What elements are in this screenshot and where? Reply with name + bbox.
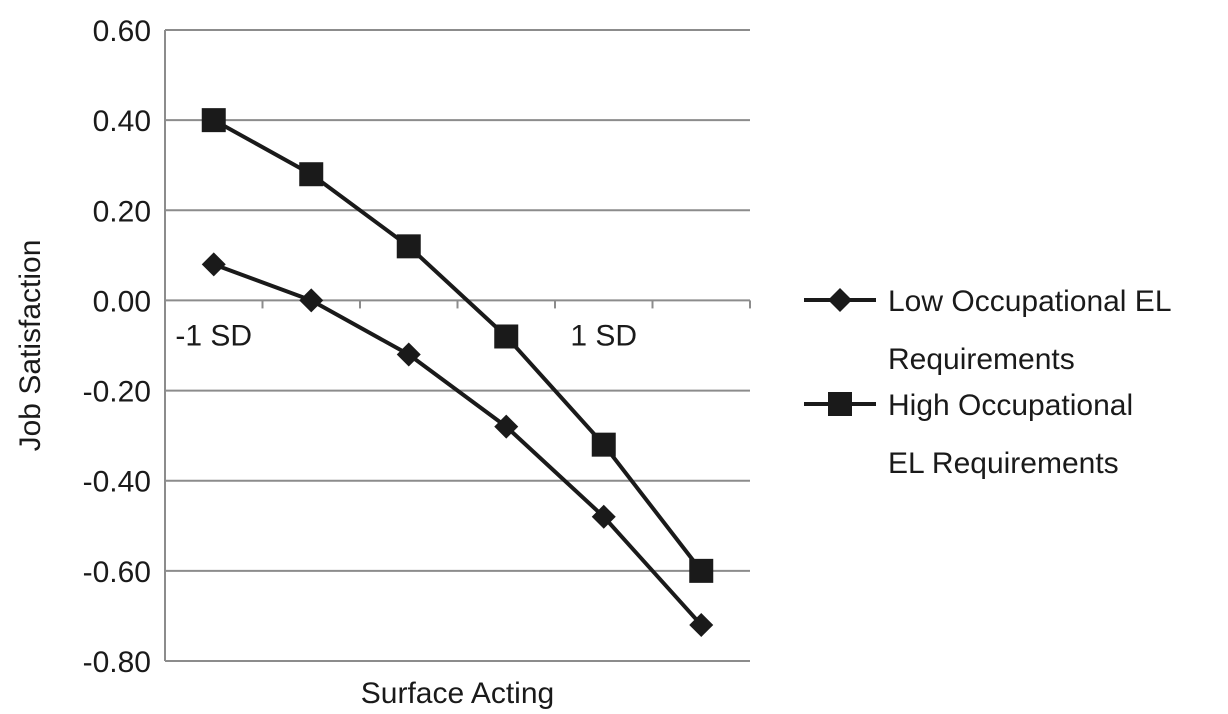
y-tick-label: -0.60 — [83, 556, 151, 589]
series-layer — [201, 108, 714, 637]
data-point-square — [201, 108, 226, 133]
series-low — [201, 252, 714, 637]
legend-label: Low Occupational EL — [888, 285, 1172, 318]
legend-item: Low Occupational EL Requirements — [804, 285, 1172, 376]
data-point-diamond — [201, 252, 226, 277]
y-tick-label: -0.40 — [83, 466, 151, 499]
series-line — [212, 118, 703, 573]
data-point-square — [591, 432, 616, 457]
data-point-square — [299, 162, 324, 187]
data-point-square — [828, 392, 852, 416]
data-point-diamond — [494, 414, 519, 439]
y-tick-label: -0.20 — [83, 376, 151, 409]
data-point-diamond — [591, 504, 616, 529]
x-axis-title: Surface Acting — [361, 677, 554, 709]
labels: 0.60 0.40 0.20 0.00 -0.20 -0.40 -0.60 -0.80 -1 S… — [14, 15, 637, 710]
y-tick-label: 0.20 — [93, 195, 151, 228]
legend-item: High Occupational EL Requirements — [804, 389, 1133, 480]
legend-label: High Occupational — [888, 389, 1133, 422]
y-tick-label: 0.60 — [93, 15, 151, 48]
series-line — [213, 262, 703, 627]
data-point-diamond — [299, 288, 324, 313]
y-tick-label: 0.00 — [93, 285, 151, 318]
x-tick-label: -1 SD — [175, 319, 252, 352]
y-axis-title: Job Satisfaction — [14, 240, 47, 452]
data-point-diamond — [396, 342, 421, 367]
legend: Low Occupational EL Requirements High Occu… — [804, 285, 1172, 480]
data-point-square — [494, 324, 519, 349]
data-point-square — [396, 234, 421, 259]
series-high — [201, 108, 714, 583]
legend-label: EL Requirements — [888, 447, 1119, 480]
data-point-diamond — [689, 612, 714, 637]
y-tick-label: -0.80 — [83, 646, 151, 679]
axes — [164, 30, 751, 661]
x-tick-label: 1 SD — [570, 319, 637, 352]
data-point-square — [689, 558, 714, 583]
legend-label: Requirements — [888, 343, 1075, 376]
data-point-diamond — [828, 288, 852, 312]
grid — [165, 29, 750, 662]
y-tick-label: 0.40 — [93, 105, 151, 138]
